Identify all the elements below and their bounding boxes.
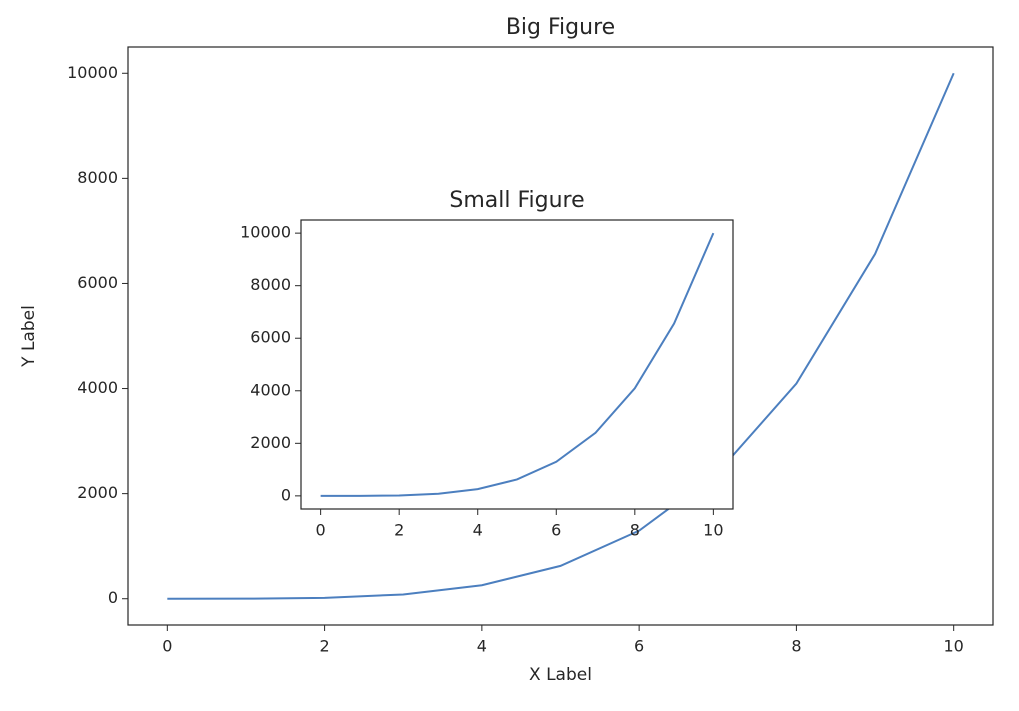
y-tick-label: 0: [281, 485, 291, 504]
x-tick-label: 6: [551, 521, 561, 540]
axes: 0 2 4 6 8 10 0 2000 4000 6000 8000 10000 Small Figur…: [240, 188, 734, 540]
x-tick-label: 2: [319, 637, 329, 656]
x-tick-label: 0: [162, 637, 172, 656]
x-tick-label: 6: [634, 637, 644, 656]
y-tick-label: 2000: [250, 433, 291, 452]
chart-title: Big Figure: [506, 15, 615, 40]
axes-frame: [127, 46, 994, 626]
x-axis-label: X Label: [529, 665, 592, 685]
x-tick-label: 8: [791, 637, 801, 656]
axes-frame: [300, 219, 734, 510]
x-tick-label: 8: [630, 521, 640, 540]
y-tick-label: 8000: [77, 168, 118, 187]
y-tick-label: 0: [108, 588, 118, 607]
y-tick-label: 4000: [77, 378, 118, 397]
y-tick-label: 10000: [67, 63, 118, 82]
data-line: [167, 72, 955, 600]
axes-background: [301, 220, 733, 509]
y-tick-label: 2000: [77, 483, 118, 502]
y-axis-label: Y Label: [19, 305, 39, 368]
x-tick-label: 10: [703, 521, 723, 540]
x-tick-label: 0: [316, 521, 326, 540]
y-tick-label: 8000: [250, 275, 291, 294]
x-tick-label: 10: [944, 637, 964, 656]
data-line: [320, 232, 715, 497]
x-tick-label: 4: [477, 637, 487, 656]
y-tick-label: 6000: [250, 328, 291, 347]
y-tick-label: 10000: [240, 223, 291, 242]
chart-title: Small Figure: [449, 188, 584, 213]
y-tick-label: 6000: [77, 273, 118, 292]
x-tick-label: 2: [394, 521, 404, 540]
x-tick-label: 4: [473, 521, 483, 540]
y-tick-label: 4000: [250, 380, 291, 399]
